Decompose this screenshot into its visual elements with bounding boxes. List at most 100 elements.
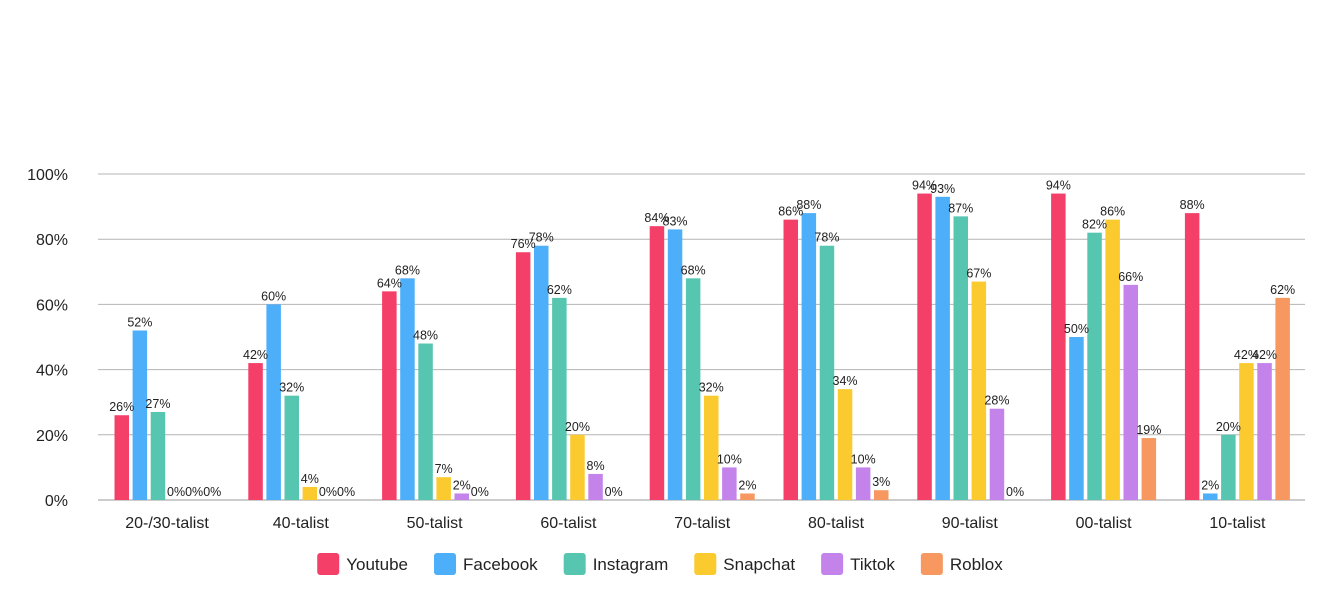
y-tick-label: 20% [36,428,68,445]
bar [382,291,397,500]
legend-item: Instagram [563,553,669,575]
data-label: 76% [511,237,536,251]
data-label: 27% [145,397,170,411]
bar [740,493,755,500]
bar [418,343,433,500]
bar [150,411,166,500]
data-label: 10% [717,452,742,466]
data-label: 86% [778,205,803,219]
data-label: 0% [167,485,185,499]
data-label: 68% [395,263,420,277]
bar [1123,284,1138,500]
data-label: 4% [301,472,319,486]
legend-item: Facebook [434,553,538,575]
y-tick-label: 40% [36,363,68,380]
x-category-label: 70-talist [674,515,731,532]
legend-swatch [821,553,844,575]
y-tick-label: 80% [36,232,68,249]
bar [855,467,871,500]
data-label: 10% [851,452,876,466]
legend-label: Tiktok [850,555,895,574]
bar [953,216,968,500]
bar [1184,213,1200,500]
data-label: 68% [681,263,706,277]
data-label: 3% [872,475,890,489]
y-axis-ticks: 0% 20% 40% 60% 80% 100% [27,167,68,510]
bar [1275,297,1290,500]
bar [837,389,853,500]
data-label: 83% [663,214,688,228]
data-label: 0% [337,485,355,499]
bar [971,281,987,500]
bar [534,245,549,500]
data-label: 20% [1216,420,1241,434]
data-label: 0% [319,485,337,499]
legend-item: Snapchat [694,553,795,575]
data-label: 67% [966,267,991,281]
data-label: 84% [644,211,669,225]
bar [1221,434,1236,500]
bar [552,297,567,500]
bar [1069,337,1084,500]
data-label: 50% [1064,322,1089,336]
data-label: 94% [912,179,937,193]
bar [783,219,798,500]
bar [114,415,129,500]
bar [1105,219,1120,500]
y-tick-label: 0% [45,493,68,510]
data-label: 28% [984,394,1009,408]
data-label: 64% [377,276,402,290]
y-tick-label: 60% [36,297,68,314]
bar [515,252,531,500]
bar [1141,438,1157,500]
bar [132,330,148,500]
data-label: 88% [1180,198,1205,212]
bar [667,229,683,501]
data-label: 66% [1118,270,1143,284]
legend-label: Instagram [593,555,669,574]
x-category-label: 50-talist [407,515,464,532]
bar [1203,493,1218,500]
data-label: 93% [930,182,955,196]
data-label: 0% [1006,485,1024,499]
data-label: 94% [1046,179,1071,193]
data-label: 32% [699,381,724,395]
data-label: 34% [833,374,858,388]
data-label: 7% [435,462,453,476]
data-label: 26% [109,400,134,414]
data-label: 78% [814,231,839,245]
bar [248,363,263,500]
bar [284,395,299,500]
data-label: 8% [587,459,605,473]
legend-label: Facebook [463,555,538,574]
data-label: 32% [279,381,304,395]
data-label: 20% [565,420,590,434]
data-label: 42% [1252,348,1277,362]
x-category-label: 20-/30-talist [125,515,209,532]
bar [935,196,950,500]
legend-swatch [563,553,586,575]
data-label: 88% [796,198,821,212]
x-axis-categories: 20-/30-talist 40-talist 50-talist 60-talist… [125,515,1266,532]
data-label: 52% [127,315,152,329]
bar [400,278,415,500]
x-category-label: 90-talist [942,515,999,532]
legend-swatch [317,553,340,575]
bar [570,434,585,500]
legend: Youtube Facebook Instagram Snapchat Tiktok Ro… [317,553,1003,575]
bar [917,193,932,500]
legend-label: Snapchat [723,555,795,574]
gridlines [98,173,1305,501]
x-category-label: 00-talist [1076,515,1133,532]
bar [1087,232,1102,500]
bar [1257,363,1272,500]
bar [454,493,469,500]
legend-item: Tiktok [821,553,895,575]
legend-swatch [694,553,717,575]
bar [819,245,835,500]
bar [874,490,889,500]
legend-item: Roblox [920,553,1003,575]
data-label: 87% [948,201,973,215]
